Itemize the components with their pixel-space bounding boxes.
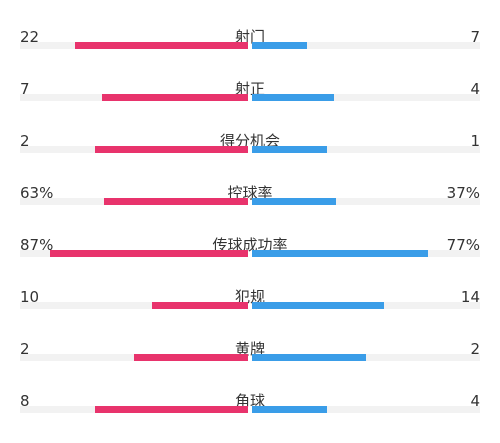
stat-row-shots: 22 射门 7 <box>0 27 500 79</box>
away-value: 4 <box>470 392 480 410</box>
home-bar <box>134 354 248 361</box>
away-bar <box>252 354 366 361</box>
away-bar <box>252 198 337 205</box>
home-bar-track <box>20 146 248 153</box>
home-value: 87% <box>20 236 54 254</box>
stat-label: 射门 <box>234 28 265 46</box>
away-bar-track <box>252 42 480 49</box>
away-bar-track <box>252 146 480 153</box>
home-bar <box>102 94 248 101</box>
stat-label: 控球率 <box>227 184 273 202</box>
stat-label: 得分机会 <box>219 132 280 150</box>
home-bar <box>152 302 248 309</box>
stat-label: 黄牌 <box>234 340 265 358</box>
stat-row-pass-accuracy: 87% 传球成功率 77% <box>0 235 500 287</box>
away-value: 2 <box>470 340 480 358</box>
away-bar <box>252 250 428 257</box>
away-bar-track <box>252 354 480 361</box>
away-bar-track <box>252 406 480 413</box>
away-bar <box>252 302 385 309</box>
home-value: 7 <box>20 80 30 98</box>
away-bar <box>252 94 335 101</box>
home-value: 2 <box>20 340 30 358</box>
away-bar <box>252 42 307 49</box>
away-bar-track <box>252 302 480 309</box>
away-bar <box>252 406 328 413</box>
home-bar-track <box>20 354 248 361</box>
away-value: 4 <box>470 80 480 98</box>
away-value: 1 <box>470 132 480 150</box>
home-bar-track <box>20 42 248 49</box>
away-bar <box>252 146 328 153</box>
away-value: 37% <box>446 184 480 202</box>
home-value: 8 <box>20 392 30 410</box>
away-value: 77% <box>446 236 480 254</box>
stat-row-yellow-cards: 2 黄牌 2 <box>0 339 500 391</box>
away-bar-track <box>252 250 480 257</box>
home-bar-track <box>20 250 248 257</box>
home-value: 2 <box>20 132 30 150</box>
stat-label: 角球 <box>234 392 265 410</box>
stat-row-chances: 2 得分机会 1 <box>0 131 500 183</box>
home-bar-track <box>20 406 248 413</box>
stat-label: 射正 <box>234 80 265 98</box>
stat-row-shots-on-target: 7 射正 4 <box>0 79 500 131</box>
away-bar-track <box>252 94 480 101</box>
away-bar-track <box>252 198 480 205</box>
home-bar-track <box>20 94 248 101</box>
stat-label: 犯规 <box>234 288 265 306</box>
stat-label: 传球成功率 <box>212 236 288 254</box>
home-bar <box>74 42 248 49</box>
stat-row-fouls: 10 犯规 14 <box>0 287 500 339</box>
home-bar <box>104 198 248 205</box>
home-bar <box>49 250 248 257</box>
home-bar-track <box>20 198 248 205</box>
home-value: 63% <box>20 184 54 202</box>
home-value: 22 <box>20 28 40 46</box>
home-bar <box>95 406 248 413</box>
home-value: 10 <box>20 288 40 306</box>
home-bar <box>95 146 248 153</box>
stat-row-possession: 63% 控球率 37% <box>0 183 500 235</box>
home-bar-track <box>20 302 248 309</box>
away-value: 14 <box>460 288 480 306</box>
away-value: 7 <box>470 28 480 46</box>
stat-row-corners: 8 角球 4 <box>0 391 500 443</box>
